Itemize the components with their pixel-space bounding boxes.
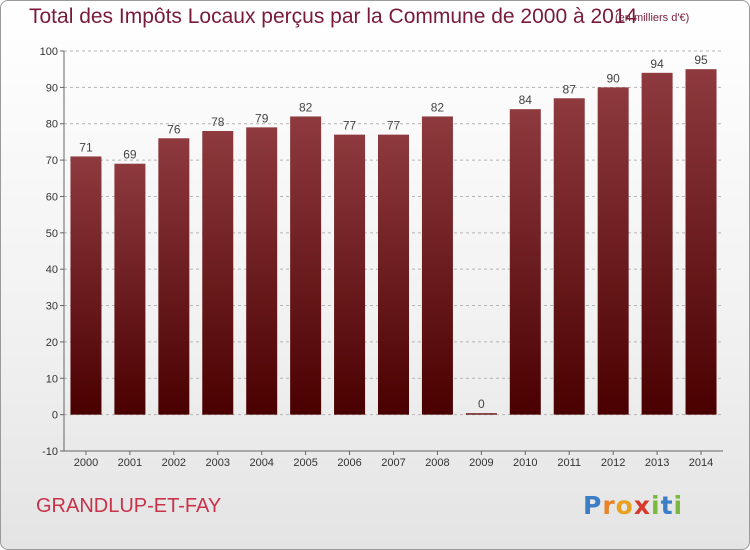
y-tick-label: 80 [46, 119, 58, 131]
x-tick-label-2013: 2013 [645, 457, 669, 469]
value-label-2010: 84 [519, 93, 533, 107]
value-label-2009: 0 [478, 397, 485, 411]
y-tick-label: 30 [46, 301, 58, 313]
x-tick-label-2000: 2000 [74, 457, 98, 469]
value-label-2004: 79 [255, 111, 269, 125]
value-label-2008: 82 [431, 100, 445, 114]
y-tick-label: -10 [42, 446, 58, 458]
x-tick-label-2006: 2006 [337, 457, 361, 469]
bar-2009 [465, 413, 497, 415]
x-tick-label-2014: 2014 [689, 457, 713, 469]
y-tick-label: 90 [46, 82, 58, 94]
bar-2013 [641, 72, 673, 415]
data-labels: 71 69 76 78 79 82 77 77 82 0 84 87 90 94 95 [79, 53, 708, 411]
y-tick-label: 70 [46, 155, 58, 167]
bar-2005 [290, 116, 322, 415]
logo-letter: i [651, 491, 661, 520]
value-label-2007: 77 [387, 119, 401, 133]
value-label-2014: 95 [694, 53, 708, 67]
chart-subtitle: (en milliers d'€) [615, 12, 690, 24]
bar-2008 [421, 116, 453, 415]
commune-name: GRANDLUP-ET-FAY [36, 495, 222, 517]
y-tick-label: 40 [46, 264, 58, 276]
x-tick-label-2010: 2010 [513, 457, 537, 469]
x-tick-label-2009: 2009 [469, 457, 493, 469]
tick-labels: -10 0 10 20 30 40 50 60 70 80 90 100 2000 2001 2002 200… [40, 46, 714, 469]
x-tick-label-2004: 2004 [249, 457, 273, 469]
value-label-2005: 82 [299, 100, 313, 114]
bars [70, 69, 717, 415]
bar-2014 [685, 69, 717, 415]
x-tick-label-2007: 2007 [381, 457, 405, 469]
logo-letter: x [633, 491, 651, 520]
bar-2001 [114, 163, 146, 415]
proxiti-logo: Proxiti [583, 491, 683, 520]
y-tick-label: 20 [46, 337, 58, 349]
value-label-2013: 94 [650, 57, 664, 71]
y-tick-label: 60 [46, 191, 58, 203]
bar-2004 [246, 127, 278, 415]
y-tick-label: 100 [40, 46, 58, 58]
value-label-2006: 77 [343, 119, 357, 133]
bar-2010 [509, 109, 541, 415]
bar-2003 [202, 131, 234, 415]
value-label-2001: 69 [123, 148, 137, 162]
bar-2000 [70, 156, 102, 415]
y-tick-label: 10 [46, 373, 58, 385]
y-tick-label: 0 [52, 410, 58, 422]
x-tick-label-2012: 2012 [601, 457, 625, 469]
chart-title: Total des Impôts Locaux perçus par la Co… [29, 5, 638, 28]
value-label-2000: 71 [79, 140, 93, 154]
value-label-2003: 78 [211, 115, 225, 129]
bar-2006 [334, 134, 366, 415]
bar-2002 [158, 138, 190, 415]
bar-2012 [597, 87, 629, 415]
logo-letter: t [660, 491, 674, 520]
logo-letter: i [673, 491, 684, 520]
bar-2011 [553, 98, 585, 415]
logo-letter: r [602, 491, 616, 520]
x-tick-label-2008: 2008 [425, 457, 449, 469]
y-tick-label: 50 [46, 228, 58, 240]
value-label-2012: 90 [606, 71, 620, 85]
x-tick-label-2001: 2001 [118, 457, 142, 469]
bar-2007 [378, 134, 409, 415]
axes [60, 50, 723, 455]
x-tick-label-2002: 2002 [162, 457, 186, 469]
x-tick-label-2005: 2005 [293, 457, 317, 469]
logo-letter: o [615, 491, 634, 520]
value-label-2002: 76 [167, 122, 181, 136]
x-tick-label-2011: 2011 [557, 457, 581, 469]
x-tick-label-2003: 2003 [206, 457, 230, 469]
value-label-2011: 87 [563, 82, 577, 96]
logo-letter: P [583, 491, 603, 520]
